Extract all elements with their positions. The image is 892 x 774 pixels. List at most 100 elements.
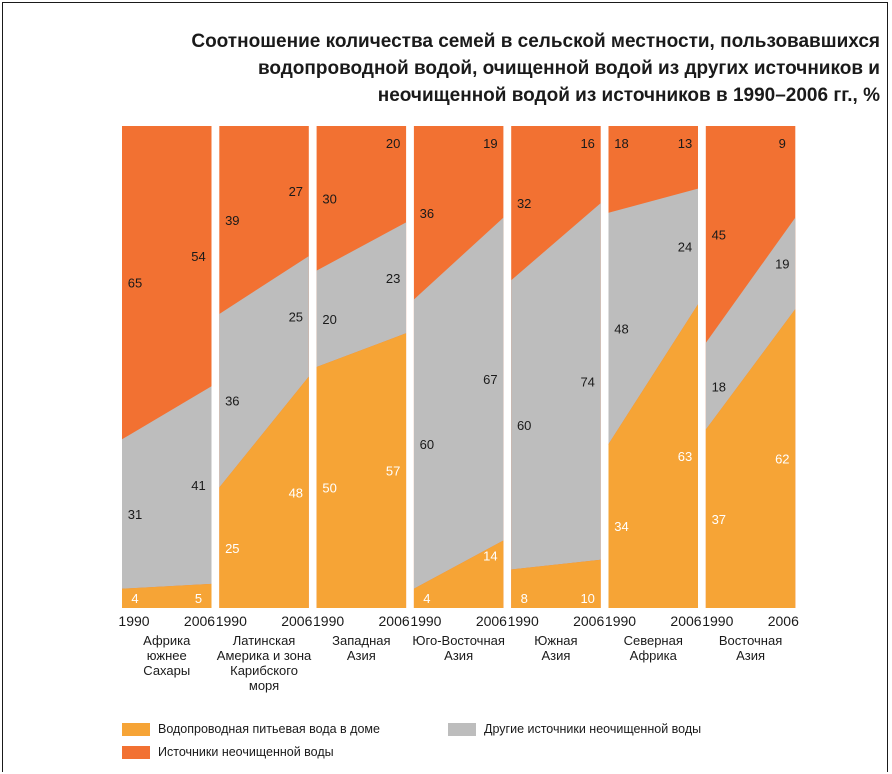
label-other-1990-region-7: 18 bbox=[712, 379, 726, 394]
label-other-1990-region-6: 48 bbox=[614, 321, 628, 336]
label-other-1990-region-5: 60 bbox=[517, 418, 531, 433]
label-other-1990-region-2: 36 bbox=[225, 394, 239, 409]
region-name-1-line-1: Африка bbox=[143, 633, 191, 648]
label-other-2006-region-7: 19 bbox=[775, 256, 789, 271]
region-name-2-line-3: Карибского bbox=[230, 663, 298, 678]
label-unimproved-2006-region-3: 20 bbox=[386, 136, 400, 151]
title-line-1: Соотношение количества семей в сельской … bbox=[191, 31, 880, 52]
area-piped-region-4 bbox=[413, 540, 504, 608]
legend-swatch-other bbox=[448, 722, 476, 736]
legend-item-unimproved: Источники неочищенной воды bbox=[122, 745, 334, 759]
label-other-2006-region-1: 41 bbox=[191, 478, 205, 493]
region-name-4-line-1: Юго-Восточная bbox=[412, 633, 505, 648]
label-piped-1990-region-4: 4 bbox=[423, 591, 430, 606]
tick-2006-region-4: 2006 bbox=[476, 613, 507, 629]
area-piped-region-2 bbox=[219, 376, 309, 608]
label-other-2006-region-4: 67 bbox=[483, 372, 497, 387]
region-name-2-line-1: Латинская bbox=[233, 633, 296, 648]
tick-2006-region-1: 2006 bbox=[184, 613, 215, 629]
legend-swatch-unimproved bbox=[122, 745, 150, 759]
label-piped-2006-region-5: 10 bbox=[580, 591, 594, 606]
tick-1990-region-3: 1990 bbox=[313, 613, 344, 629]
tick-2006-region-7: 2006 bbox=[768, 613, 799, 629]
region-name-7-line-1: Восточная bbox=[719, 633, 782, 648]
area-piped-region-7 bbox=[705, 309, 796, 608]
label-other-2006-region-6: 24 bbox=[678, 240, 692, 255]
label-piped-2006-region-2: 48 bbox=[289, 485, 303, 500]
label-piped-2006-region-3: 57 bbox=[386, 464, 400, 479]
region-name-3-line-2: Азия bbox=[347, 648, 376, 663]
tick-1990-region-6: 1990 bbox=[605, 613, 636, 629]
tick-1990-region-5: 1990 bbox=[508, 613, 539, 629]
area-piped-region-3 bbox=[316, 333, 407, 608]
label-unimproved-2006-region-1: 54 bbox=[191, 249, 205, 264]
label-piped-2006-region-7: 62 bbox=[775, 452, 789, 467]
title-line-2: водопроводной водой, очищенной водой из … bbox=[257, 58, 880, 79]
label-piped-2006-region-6: 63 bbox=[678, 449, 692, 464]
label-unimproved-1990-region-3: 30 bbox=[322, 191, 336, 206]
chart-title: Соотношение количества семей в сельской … bbox=[120, 28, 880, 109]
label-unimproved-2006-region-6: 13 bbox=[678, 136, 692, 151]
tick-2006-region-5: 2006 bbox=[573, 613, 604, 629]
area-piped-region-1 bbox=[122, 583, 212, 608]
area-other-region-5 bbox=[511, 203, 601, 570]
area-other-region-3 bbox=[316, 222, 407, 367]
legend-label-other: Другие источники неочищенной воды bbox=[484, 722, 702, 736]
label-other-2006-region-5: 74 bbox=[580, 374, 594, 389]
tick-1990-region-7: 1990 bbox=[702, 613, 733, 629]
area-piped-region-5 bbox=[511, 559, 601, 608]
label-unimproved-2006-region-7: 9 bbox=[779, 136, 786, 151]
area-other-region-2 bbox=[219, 256, 309, 488]
region-name-6-line-1: Северная bbox=[624, 633, 683, 648]
legend-label-unimproved: Источники неочищенной воды bbox=[158, 745, 334, 759]
label-piped-1990-region-7: 37 bbox=[712, 512, 726, 527]
label-other-1990-region-3: 20 bbox=[322, 312, 336, 327]
legend-item-other: Другие источники неочищенной воды bbox=[448, 722, 701, 736]
label-unimproved-1990-region-4: 36 bbox=[420, 206, 434, 221]
area-other-region-6 bbox=[608, 188, 698, 445]
label-other-1990-region-1: 31 bbox=[128, 507, 142, 522]
region-name-7-line-2: Азия bbox=[736, 648, 765, 663]
label-piped-1990-region-1: 4 bbox=[131, 591, 138, 606]
label-unimproved-2006-region-5: 16 bbox=[580, 136, 594, 151]
label-unimproved-2006-region-4: 19 bbox=[483, 136, 497, 151]
title-line-3: неочищенной водой из источников в 1990–2… bbox=[377, 85, 880, 106]
region-name-4-line-2: Азия bbox=[444, 648, 473, 663]
tick-2006-region-6: 2006 bbox=[670, 613, 701, 629]
label-piped-1990-region-5: 8 bbox=[521, 591, 528, 606]
area-other-region-7 bbox=[705, 217, 796, 430]
label-piped-1990-region-6: 34 bbox=[614, 519, 628, 534]
region-name-6-line-2: Африка bbox=[630, 648, 678, 663]
tick-2006-region-3: 2006 bbox=[379, 613, 410, 629]
label-other-2006-region-3: 23 bbox=[386, 271, 400, 286]
label-piped-1990-region-2: 25 bbox=[225, 541, 239, 556]
region-name-1-line-2: южнее bbox=[147, 648, 187, 663]
legend-label-piped: Водопроводная питьевая вода в доме bbox=[158, 722, 380, 736]
label-other-1990-region-4: 60 bbox=[420, 437, 434, 452]
label-unimproved-1990-region-2: 39 bbox=[225, 213, 239, 228]
region-name-2-line-4: моря bbox=[249, 678, 279, 693]
legend-swatch-piped bbox=[122, 722, 150, 736]
label-unimproved-1990-region-1: 65 bbox=[128, 276, 142, 291]
tick-1990-region-4: 1990 bbox=[410, 613, 441, 629]
label-piped-1990-region-3: 50 bbox=[322, 481, 336, 496]
label-unimproved-2006-region-2: 27 bbox=[289, 184, 303, 199]
tick-1990-region-1: 1990 bbox=[118, 613, 149, 629]
label-other-2006-region-2: 25 bbox=[289, 309, 303, 324]
legend-item-piped: Водопроводная питьевая вода в доме bbox=[122, 722, 380, 736]
region-name-2-line-2: Америка и зона bbox=[217, 648, 312, 663]
region-name-5-line-2: Азия bbox=[541, 648, 570, 663]
tick-1990-region-2: 1990 bbox=[216, 613, 247, 629]
area-other-region-1 bbox=[122, 386, 212, 589]
region-name-3-line-1: Западная bbox=[332, 633, 390, 648]
region-name-5-line-1: Южная bbox=[534, 633, 577, 648]
label-unimproved-1990-region-6: 18 bbox=[614, 136, 628, 151]
tick-2006-region-2: 2006 bbox=[281, 613, 312, 629]
area-other-region-4 bbox=[413, 217, 504, 589]
label-piped-2006-region-1: 5 bbox=[195, 591, 202, 606]
region-name-1-line-3: Сахары bbox=[143, 663, 190, 678]
label-piped-2006-region-4: 14 bbox=[483, 549, 497, 564]
label-unimproved-1990-region-7: 45 bbox=[712, 227, 726, 242]
area-piped-region-6 bbox=[608, 304, 698, 608]
